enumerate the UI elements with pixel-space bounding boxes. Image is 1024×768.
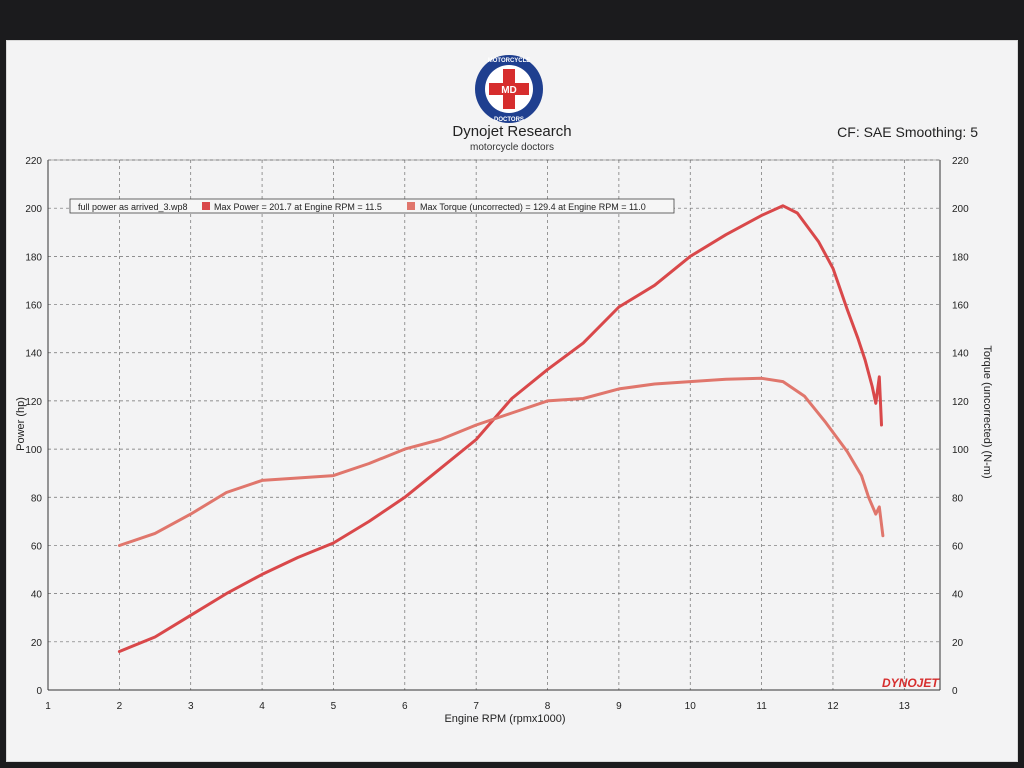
series-line-torque: [117, 376, 885, 547]
y2-tick-label: 160: [952, 301, 969, 312]
x-tick-label: 9: [616, 701, 622, 712]
x-tick-label: 10: [685, 701, 697, 712]
y2-tick-label: 80: [952, 493, 964, 504]
y2-tick-label: 40: [952, 590, 964, 601]
x-axis-title: Engine RPM (rpmx1000): [444, 713, 565, 725]
y-tick-label: 120: [25, 397, 42, 408]
legend-file: full power as arrived_3.wp8: [78, 202, 188, 212]
y-tick-label: 180: [25, 252, 42, 263]
legend: full power as arrived_3.wp8 Max Power = …: [69, 198, 675, 214]
x-tick-label: 2: [117, 701, 123, 712]
y2-tick-label: 100: [952, 445, 969, 456]
logo-top-text: MOTORCYCLE: [488, 58, 531, 64]
y2-tick-label: 20: [952, 638, 964, 649]
legend-box: [69, 198, 675, 214]
chart-subtitle: motorcycle doctors: [470, 142, 554, 153]
x-tick-label: 7: [473, 701, 479, 712]
grid: [47, 159, 940, 691]
x-tick-label: 8: [545, 701, 551, 712]
y2-tick-label: 220: [952, 156, 969, 167]
y-tick-label: 0: [36, 686, 42, 697]
x-tick-label: 11: [756, 701, 767, 712]
y2-tick-label: 180: [952, 252, 969, 263]
y2-tick-label: 140: [952, 349, 969, 360]
legend-power: Max Power = 201.7 at Engine RPM = 11.5: [214, 202, 382, 212]
cf-smoothing-label: CF: SAE Smoothing: 5: [837, 124, 978, 140]
motorcycle-doctors-logo: MD MOTORCYCLE DOCTORS: [475, 55, 543, 123]
y-tick-label: 40: [31, 590, 43, 601]
y-tick-label: 200: [25, 204, 42, 215]
y-tick-label: 60: [31, 541, 43, 552]
series: [117, 204, 885, 653]
y-tick-label: 160: [25, 301, 42, 312]
logo-bottom-text: DOCTORS: [494, 117, 524, 123]
x-tick-label: 5: [331, 701, 337, 712]
x-tick-label: 4: [259, 701, 265, 712]
y2-axis-title: Torque (uncorrected) (N-m): [981, 345, 993, 478]
x-tick-label: 1: [45, 701, 51, 712]
x-tick-label: 12: [827, 701, 839, 712]
axes: 0 0 20 20 40 40 60 60 80 80 100 100 120 120 140 140 160 1…: [25, 156, 969, 712]
logo-center-text: MD: [501, 85, 517, 96]
legend-power-swatch: [202, 202, 210, 210]
y2-tick-label: 0: [952, 686, 958, 697]
chart-title: Dynojet Research: [452, 123, 572, 140]
series-line-power: [117, 204, 883, 653]
x-tick-label: 6: [402, 701, 408, 712]
y2-tick-label: 200: [952, 204, 969, 215]
y-tick-label: 220: [25, 156, 42, 167]
y-tick-label: 100: [25, 445, 42, 456]
y-axis-title: Power (hp): [15, 397, 27, 451]
legend-torque-swatch: [407, 202, 415, 210]
y-tick-label: 140: [25, 349, 42, 360]
x-tick-label: 3: [188, 701, 194, 712]
dynojet-brand: DYNOJET: [882, 676, 940, 690]
y-tick-label: 20: [31, 638, 43, 649]
y2-tick-label: 120: [952, 397, 969, 408]
x-tick-label: 13: [899, 701, 911, 712]
y-tick-label: 80: [31, 493, 43, 504]
legend-torque: Max Torque (uncorrected) = 129.4 at Engi…: [420, 202, 646, 212]
y2-tick-label: 60: [952, 541, 964, 552]
